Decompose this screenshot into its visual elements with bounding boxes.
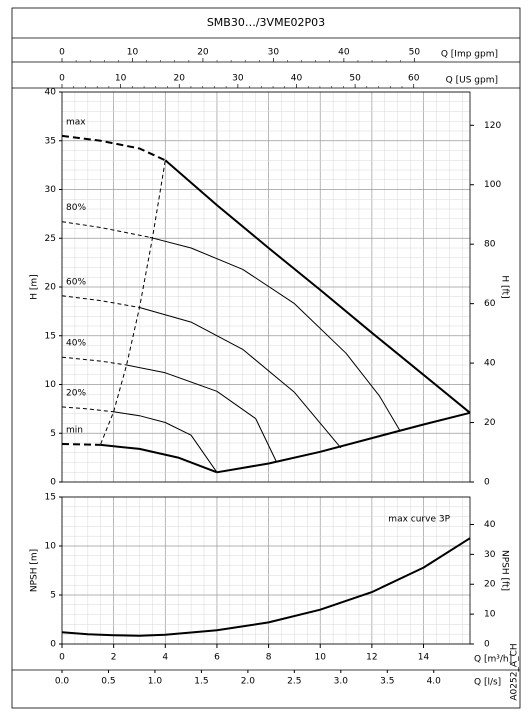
plot-area (61, 496, 471, 645)
curve (113, 411, 218, 473)
x-tick-label: 10 (315, 653, 327, 663)
y2-tick-label: 40 (484, 520, 496, 530)
x-tick-label: 10 (115, 74, 127, 84)
y-tick-label: 15 (45, 493, 56, 503)
x2-tick-label: 3.0 (334, 677, 349, 687)
x2-tick-label: 3.5 (380, 677, 394, 687)
y2-tick-label: 0 (484, 478, 490, 488)
y2-tick-label: 20 (484, 580, 496, 590)
y-tick-label: 40 (45, 88, 57, 98)
y2-tick-label: 100 (484, 180, 501, 190)
y2-tick-label: 20 (484, 418, 496, 428)
x-tick-label: 30 (232, 74, 244, 84)
curve (126, 364, 277, 462)
x-tick-label: 50 (409, 48, 421, 58)
x-tick-label: 20 (174, 74, 186, 84)
y2-tick-label: 80 (484, 240, 496, 250)
frame (11, 7, 521, 709)
x-tick-label: 0 (59, 74, 65, 84)
y-tick-label: 15 (45, 331, 56, 341)
x-tick-label: 4 (162, 653, 168, 663)
x-tick-label: 0 (59, 653, 65, 663)
y-tick-label: 0 (50, 640, 56, 650)
axis-title: Q [US gpm] (446, 76, 498, 86)
x2-tick-label: 0.5 (101, 677, 115, 687)
curve-label: 40% (66, 339, 86, 349)
y-tick-label: 0 (50, 478, 56, 488)
y2-tick-label: 30 (484, 550, 496, 560)
curve (164, 159, 471, 414)
curve (61, 537, 471, 637)
curve-label: 80% (66, 203, 86, 213)
x-tick-label: 10 (127, 48, 139, 58)
y-tick-label: 20 (45, 283, 57, 293)
curve (149, 236, 401, 432)
y-tick-label: 25 (45, 234, 56, 244)
x2-tick-label: 4.0 (427, 677, 442, 687)
curve (100, 443, 218, 474)
curve (61, 221, 150, 238)
y2-tick-label: 40 (484, 359, 496, 369)
y2-tick-label: 10 (484, 610, 496, 620)
curve (100, 160, 166, 445)
y2-axis-title: H [ft] (500, 275, 510, 298)
x-axis-title: Q [m³/h] (474, 655, 512, 665)
curve (139, 307, 342, 449)
curve (61, 295, 140, 308)
y2-tick-label: 60 (484, 299, 496, 309)
curve-label: max (66, 117, 86, 127)
y-tick-label: 5 (50, 429, 56, 439)
curve-label: min (66, 425, 83, 435)
y-tick-label: 30 (45, 185, 57, 195)
x-tick-label: 20 (197, 48, 209, 58)
x-tick-label: 50 (349, 74, 361, 84)
y-tick-label: 10 (45, 380, 57, 390)
x2-tick-label: 1.5 (194, 677, 208, 687)
x-tick-label: 8 (266, 653, 272, 663)
x-tick-label: 2 (111, 653, 117, 663)
x-tick-label: 60 (408, 74, 420, 84)
x2-tick-label: 2.5 (287, 677, 301, 687)
y-tick-label: 10 (45, 542, 57, 552)
curve (61, 406, 114, 413)
curve-label: 60% (66, 277, 86, 287)
x-tick-label: 30 (268, 48, 280, 58)
axis-title: Q [Imp gpm] (441, 50, 498, 60)
x-tick-label: 12 (366, 653, 377, 663)
curve (61, 134, 166, 162)
x-tick-label: 40 (338, 48, 350, 58)
y-axis-title: NPSH [m] (30, 549, 40, 592)
y-axis-title: H [m] (30, 274, 40, 299)
x-tick-label: 0 (59, 48, 65, 58)
x-tick-label: 14 (418, 653, 430, 663)
curve (61, 356, 127, 366)
curve-label: 20% (66, 388, 86, 398)
x2-tick-label: 1.0 (148, 677, 163, 687)
y2-tick-label: 120 (484, 121, 501, 131)
y-tick-label: 5 (50, 591, 56, 601)
x2-tick-label: 0.0 (55, 677, 70, 687)
y2-axis-title: NPSH [ft] (500, 550, 510, 591)
y-tick-label: 35 (45, 136, 56, 146)
y2-tick-label: 0 (484, 640, 490, 650)
side-note: A0252_A_CH (510, 643, 520, 700)
x2-axis-title: Q [l/s] (474, 678, 501, 688)
x-tick-label: 40 (291, 74, 303, 84)
curve (61, 443, 101, 446)
x2-tick-label: 2.0 (241, 677, 256, 687)
x-tick-label: 6 (214, 653, 220, 663)
chart-title: SMB30…/3VME02P03 (207, 16, 325, 29)
curve (216, 411, 471, 474)
legend-label: max curve 3P (388, 515, 450, 525)
